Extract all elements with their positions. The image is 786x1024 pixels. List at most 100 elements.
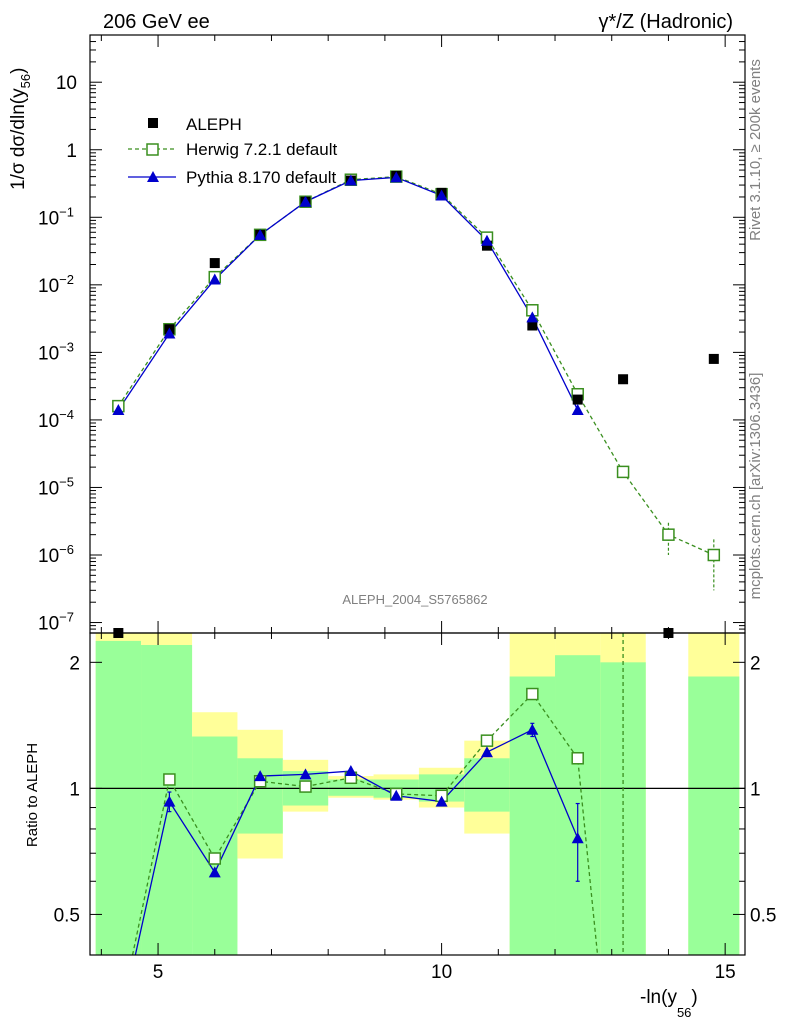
ratio-plot-frame	[89, 632, 746, 956]
herwig-ratio-line	[131, 693, 599, 956]
herwig-ratio-point-9	[571, 752, 584, 765]
herwig-ratio-point-8	[526, 687, 539, 701]
main-y-tick-label-5: 10−4	[38, 407, 74, 432]
pythia-main-point-5	[344, 174, 357, 186]
aleph-point-10	[572, 394, 583, 405]
pythia-ratio-point-6	[435, 795, 448, 807]
main-y-tick-base-5: 10	[38, 411, 59, 432]
main-y-label-close: )	[8, 68, 29, 74]
herwig-main-point-12	[662, 528, 675, 541]
main-y-tick-base-3: 10	[38, 276, 59, 297]
ratio-band-green-2	[192, 736, 238, 955]
pythia-ratio-point-9	[571, 832, 584, 844]
x-label-close: )	[691, 987, 697, 1008]
ratio-band-green-9	[509, 676, 556, 955]
main-y-tick-exponent-3: −2	[59, 272, 74, 287]
x-label-text: -ln(y	[640, 987, 677, 1008]
main-y-label-sub: 56	[18, 74, 33, 88]
main-y-tick-base-6: 10	[38, 478, 59, 499]
main-plot-series	[112, 170, 721, 638]
pythia-main-point-2	[208, 273, 221, 285]
pythia-main-point-0	[112, 404, 125, 416]
legend-herwig-marker	[146, 143, 159, 156]
main-y-tick-label-7: 10−6	[38, 542, 74, 567]
pythia-ratio-point-8	[526, 723, 539, 735]
ratio-band-green-8	[464, 758, 510, 812]
pythia-main-point-9	[526, 311, 539, 323]
main-y-tick-exponent-7: −6	[59, 542, 74, 557]
herwig-ratio-point-0	[163, 773, 176, 786]
main-y-axis-label: 1/σ dσ/dln(y56)	[8, 68, 33, 190]
pythia-ratio-point-5	[390, 789, 403, 801]
pythia-main-point-10	[571, 404, 584, 416]
ratio-y-tick-label-left-0: 0.5	[54, 905, 80, 926]
title-right: γ*/Z (Hadronic)	[599, 11, 733, 33]
side-label-top: Rivet 3.1.10, ≥ 200k events	[747, 59, 764, 241]
main-y-tick-base-8: 10	[38, 614, 59, 635]
pythia-main-point-1	[163, 327, 176, 339]
ratio-y-tick-label-left-2: 2	[69, 653, 80, 674]
legend-aleph-marker	[148, 118, 158, 128]
pythia-main-point-6	[390, 171, 403, 183]
ratio-y-tick-label-left-1: 1	[69, 779, 80, 800]
pythia-main-point-8	[480, 234, 493, 246]
main-y-tick-label-3: 10−2	[38, 272, 74, 297]
main-y-tick-base-2: 10	[38, 208, 59, 229]
main-y-tick-exponent-5: −4	[59, 407, 74, 422]
ratio-y-tick-label-right-2: 2	[750, 653, 761, 674]
ratio-band-green-1	[141, 644, 193, 955]
pythia-main-point-3	[254, 228, 267, 240]
pythia-main-point-7	[435, 189, 448, 201]
ratio-y-tick-label-right-1: 1	[750, 779, 761, 800]
pythia-main-point-4	[299, 195, 312, 207]
pythia-ratio-point-4	[344, 765, 357, 777]
main-y-tick-base-7: 10	[38, 546, 59, 567]
x-tick-label-5: 5	[153, 962, 164, 983]
pythia-main-line	[117, 176, 579, 411]
ratio-band-green-3	[237, 758, 283, 834]
legend-pythia-marker	[147, 171, 159, 182]
ratio-y-axis-label: Ratio to ALEPH	[24, 743, 41, 847]
herwig-main-line	[117, 175, 715, 556]
main-y-tick-label-1: 1	[66, 141, 77, 162]
main-y-tick-exponent-6: −5	[59, 474, 74, 489]
aleph-point-11	[618, 374, 629, 385]
ratio-band-green-0	[95, 640, 142, 955]
x-tick-label-10: 10	[431, 962, 452, 983]
legend-pythia-label: Pythia 8.170 default	[186, 168, 337, 187]
pythia-ratio-point-2	[254, 770, 267, 782]
main-y-tick-exponent-2: −1	[59, 204, 74, 219]
main-y-tick-base-0: 10	[56, 73, 77, 94]
main-y-tick-base-4: 10	[38, 343, 59, 364]
herwig-main-point-11	[616, 465, 630, 479]
main-y-tick-exponent-8: −7	[59, 610, 74, 625]
herwig-ratio-point-1	[208, 852, 222, 865]
main-y-label-text: 1/σ dσ/dln(y	[8, 88, 29, 190]
ratio-band-green-5	[328, 779, 374, 796]
x-tick-label-15: 15	[715, 962, 736, 983]
herwig-ratio-point-3	[299, 780, 312, 793]
x-axis-label: -ln(y56)	[640, 987, 698, 1020]
main-y-tick-base-1: 1	[66, 141, 77, 162]
herwig-ratio-point-7	[480, 734, 494, 747]
main-y-tick-exponent-4: −3	[59, 339, 74, 354]
plot-frames	[89, 34, 746, 956]
aleph-point-2	[209, 258, 220, 269]
legend-aleph-label: ALEPH	[186, 115, 242, 134]
aleph-point-9	[527, 320, 538, 331]
herwig-main-point-13	[707, 548, 721, 562]
ratio-y-tick-label-right-0: 0.5	[750, 905, 776, 926]
main-y-tick-label-6: 10−5	[38, 474, 74, 499]
chart-text: 206 GeV ee γ*/Z (Hadronic) ALEPH_2004_S5…	[8, 11, 764, 1020]
main-y-tick-label-4: 10−3	[38, 339, 74, 364]
pythia-ratio-point-3	[299, 768, 312, 780]
title-left: 206 GeV ee	[103, 11, 210, 33]
aleph-point-13	[708, 353, 719, 364]
side-label-bottom: mcplots.cern.ch [arXiv:1306.3436]	[747, 373, 764, 600]
legend-herwig-label: Herwig 7.2.1 default	[186, 140, 337, 159]
pythia-ratio-point-0	[163, 795, 176, 807]
main-y-tick-label-2: 10−1	[38, 204, 74, 229]
main-y-tick-label-8: 10−7	[38, 610, 74, 635]
watermark: ALEPH_2004_S5765862	[342, 592, 487, 607]
